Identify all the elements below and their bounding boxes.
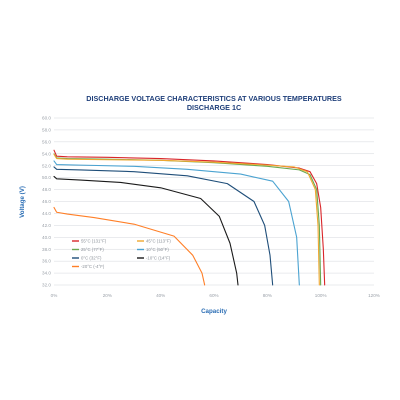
x-tick-label: 60%: [209, 293, 218, 298]
y-tick-label: 60.0: [42, 116, 51, 121]
y-tick-label: 44.0: [42, 211, 51, 216]
y-tick-label: 40.0: [42, 235, 51, 240]
y-tick-label: 46.0: [42, 199, 51, 204]
legend-entry: 10°C (50°F): [146, 247, 169, 252]
y-tick-label: 52.0: [42, 163, 51, 168]
x-axis-ticks: 0% 20% 40% 60% 80% 100% 120%: [51, 293, 380, 298]
y-tick-label: 48.0: [42, 187, 51, 192]
x-tick-label: 40%: [156, 293, 165, 298]
series-line-2: [53, 166, 274, 286]
y-axis-ticks: 32.0 34.0 36.0 38.0 40.0 42.0 44.0 46.0 48.0 50.0…: [42, 116, 51, 288]
grid: [54, 117, 374, 286]
y-tick-label: 54.0: [42, 151, 51, 156]
x-tick-label: 80%: [263, 293, 272, 298]
x-tick-label: 0%: [51, 293, 58, 298]
x-tick-label: 100%: [315, 293, 327, 298]
y-tick-label: 34.0: [42, 271, 51, 276]
series-line-0: [53, 149, 326, 286]
chart-subtitle: DISCHARGE 1C: [187, 103, 241, 112]
legend-entry: 25°C (77°F): [81, 247, 104, 252]
series-line-3: [53, 206, 206, 286]
y-tick-label: 36.0: [42, 259, 51, 264]
series-line-4: [53, 153, 320, 286]
series-lines: [53, 149, 326, 286]
y-tick-label: 56.0: [42, 139, 51, 144]
chart-title: DISCHARGE VOLTAGE CHARACTERISTICS AT VAR…: [86, 94, 342, 103]
y-tick-label: 32.0: [42, 283, 51, 288]
series-line-5: [53, 160, 300, 286]
legend-entry: -20°C (-4°F): [81, 264, 105, 269]
y-axis-label: Voltage (V): [19, 186, 26, 218]
x-axis-label: Capacity: [201, 308, 227, 315]
x-tick-label: 20%: [103, 293, 112, 298]
y-tick-label: 50.0: [42, 175, 51, 180]
y-tick-label: 38.0: [42, 247, 51, 252]
legend-entry: 45°C (113°F): [146, 239, 171, 244]
series-line-6: [53, 175, 239, 286]
series-line-1: [53, 153, 322, 286]
y-tick-label: 58.0: [42, 128, 51, 133]
y-tick-label: 42.0: [42, 223, 51, 228]
legend: 55°C (131°F) 25°C (77°F) 0°C (32°F) -20°C (…: [72, 239, 171, 269]
legend-entry: -10°C (14°F): [146, 256, 171, 261]
legend-entry: 0°C (32°F): [81, 256, 102, 261]
legend-entry: 55°C (131°F): [81, 239, 107, 244]
x-tick-label: 120%: [368, 293, 380, 298]
